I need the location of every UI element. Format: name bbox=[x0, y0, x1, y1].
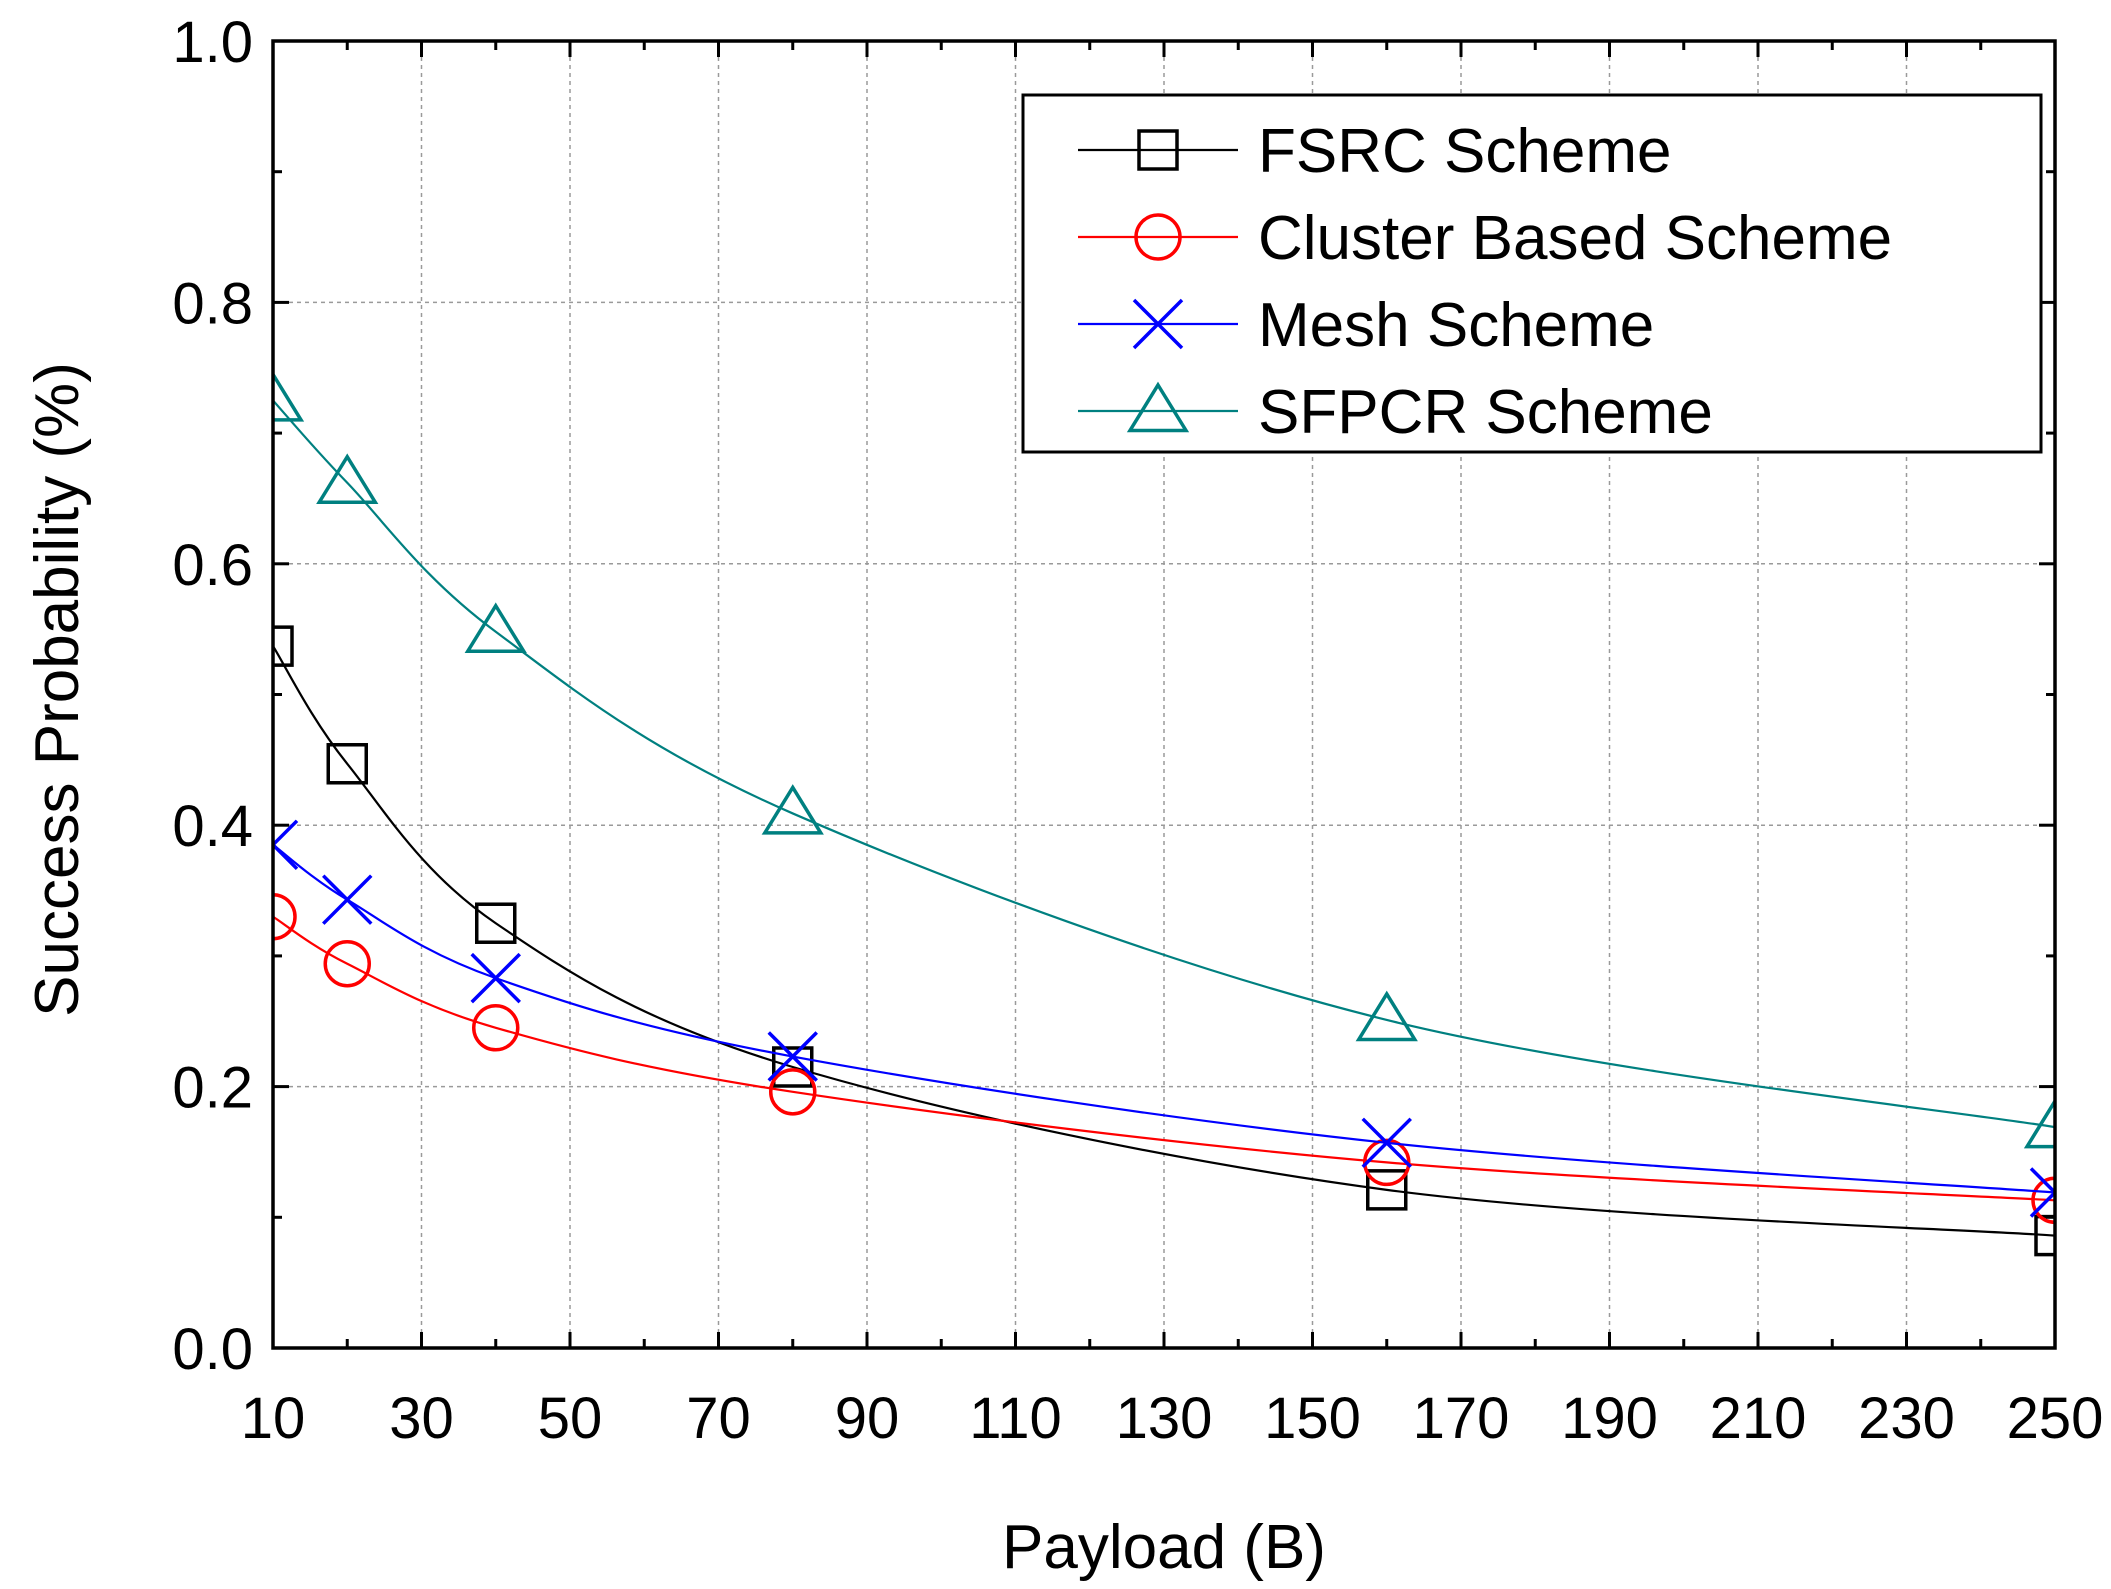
legend-item: Cluster Based Scheme bbox=[1078, 204, 1892, 273]
legend-item: Mesh Scheme bbox=[1078, 291, 1654, 360]
legend-item: SFPCR Scheme bbox=[1078, 378, 1713, 447]
data-point bbox=[2031, 1176, 2055, 1225]
y-tick-label: 0.6 bbox=[172, 533, 253, 598]
data-point bbox=[273, 371, 305, 422]
data-point bbox=[273, 892, 297, 941]
x-axis-title: Payload (B) bbox=[1002, 1513, 1326, 1582]
series-line bbox=[273, 915, 2055, 1202]
x-tick-label: 50 bbox=[538, 1386, 603, 1451]
series-line bbox=[273, 843, 2055, 1194]
x-tick-label: 150 bbox=[1264, 1386, 1361, 1451]
data-point bbox=[326, 743, 368, 785]
axes bbox=[271, 39, 2057, 1350]
data-point bbox=[761, 784, 824, 835]
data-point bbox=[472, 1004, 520, 1052]
legend-marker bbox=[1137, 129, 1179, 171]
y-tick-label: 0.4 bbox=[172, 794, 253, 859]
data-point bbox=[2034, 1214, 2055, 1257]
series-line bbox=[273, 645, 2055, 1237]
legend-marker bbox=[1132, 298, 1184, 350]
legend-label: SFPCR Scheme bbox=[1258, 378, 1713, 447]
x-tick-label: 110 bbox=[969, 1386, 1061, 1451]
data-point bbox=[464, 602, 527, 654]
series-layer bbox=[273, 371, 2055, 1257]
x-tick-label: 10 bbox=[241, 1386, 306, 1451]
y-axis-title: Success Probability (%) bbox=[23, 362, 92, 1017]
data-point bbox=[1366, 1169, 1408, 1211]
data-point bbox=[2029, 1167, 2055, 1218]
x-tick-label: 90 bbox=[835, 1386, 900, 1451]
data-point bbox=[470, 952, 521, 1004]
legend: FSRC Scheme Cluster Based Scheme Mesh Sche… bbox=[1021, 93, 2043, 454]
legend-marker bbox=[1126, 381, 1190, 433]
legend-box bbox=[1021, 93, 2043, 454]
series-triangle bbox=[273, 371, 2055, 1149]
x-tick-label: 210 bbox=[1710, 1386, 1807, 1451]
data-point bbox=[323, 939, 371, 988]
data-point bbox=[316, 453, 379, 505]
data-point bbox=[322, 874, 373, 925]
tick-labels: 10 30 50 70 90 110 130 150 170 190 210 230 250 0.0 0.2… bbox=[172, 10, 2103, 1451]
y-tick-label: 0.8 bbox=[172, 271, 253, 336]
y-tick-label: 1.0 bbox=[172, 10, 253, 75]
series-square bbox=[273, 625, 2055, 1257]
data-point bbox=[2023, 1097, 2055, 1149]
data-point bbox=[273, 819, 299, 871]
series-line bbox=[273, 399, 2055, 1129]
x-tick-label: 130 bbox=[1116, 1386, 1213, 1451]
x-tick-label: 250 bbox=[2007, 1386, 2104, 1451]
legend-marker bbox=[1134, 213, 1182, 261]
y-tick-label: 0.2 bbox=[172, 1056, 253, 1121]
x-tick-label: 170 bbox=[1413, 1386, 1510, 1451]
data-point bbox=[767, 1031, 818, 1082]
x-tick-label: 30 bbox=[389, 1386, 454, 1451]
legend-label: Mesh Scheme bbox=[1258, 291, 1654, 360]
data-point bbox=[769, 1068, 817, 1116]
legend-label: FSRC Scheme bbox=[1258, 117, 1671, 186]
plot-frame bbox=[271, 39, 2057, 1350]
data-point bbox=[475, 902, 517, 944]
data-point bbox=[273, 625, 294, 667]
y-tick-label: 0.0 bbox=[172, 1317, 253, 1382]
x-tick-label: 70 bbox=[686, 1386, 751, 1451]
series-cross bbox=[273, 819, 2055, 1218]
x-tick-label: 230 bbox=[1858, 1386, 1955, 1451]
data-point bbox=[772, 1046, 814, 1088]
legend-item: FSRC Scheme bbox=[1078, 117, 1671, 186]
data-point bbox=[1361, 1117, 1412, 1169]
x-tick-label: 190 bbox=[1561, 1386, 1658, 1451]
legend-label: Cluster Based Scheme bbox=[1258, 204, 1892, 273]
data-point bbox=[1355, 990, 1418, 1042]
